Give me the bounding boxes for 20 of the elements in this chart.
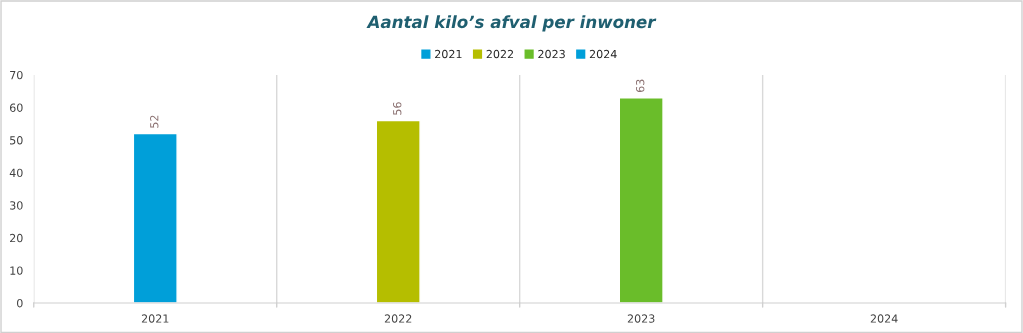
- y-tick-label: 70: [10, 70, 23, 80]
- data-label: 52: [150, 115, 159, 128]
- chart-title: Aantal kilo’s afval per inwoner: [366, 15, 657, 32]
- y-tick-label: 60: [9, 103, 23, 112]
- x-tick-label: 2022: [384, 314, 412, 323]
- y-tick-label: 10: [10, 266, 23, 275]
- legend-label: 2022: [486, 49, 514, 59]
- data-label: 56: [393, 102, 402, 115]
- legend-label: 2023: [538, 49, 565, 59]
- y-tick-label: 50: [10, 136, 23, 145]
- x-tick-label: 2021: [141, 314, 169, 323]
- y-tick-label: 30: [10, 201, 23, 210]
- data-label: 63: [635, 79, 645, 93]
- y-tick-label: 20: [10, 233, 23, 243]
- legend-label: 2021: [435, 49, 462, 59]
- x-tick-label: 2024: [870, 314, 898, 323]
- x-tick-label: 2023: [627, 314, 655, 323]
- y-tick-label: 40: [9, 168, 23, 178]
- legend-label: 2024: [589, 49, 617, 59]
- y-tick-label: 0: [17, 299, 23, 308]
